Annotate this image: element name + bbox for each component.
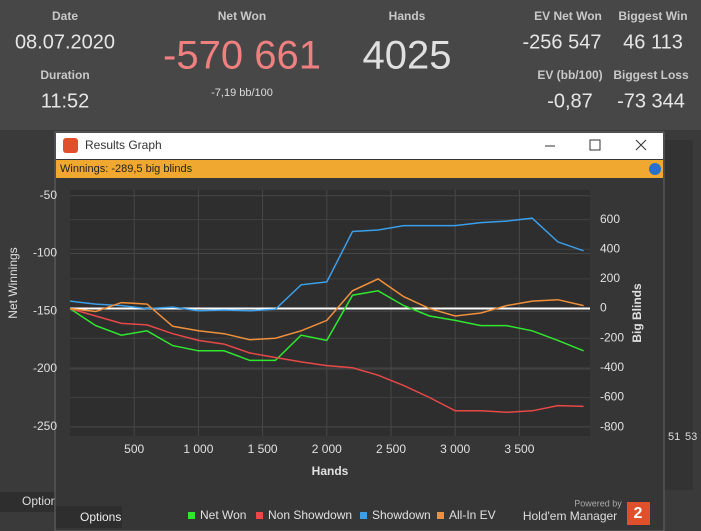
legend-label: All-In EV <box>449 508 496 522</box>
value: 11:52 <box>41 90 90 112</box>
label: EV Net Won <box>534 9 602 23</box>
legend-swatch <box>188 512 195 519</box>
label: Net Won <box>218 9 266 23</box>
label: Date <box>52 9 78 23</box>
y-tick-label: -250 <box>33 419 57 433</box>
x-tick-label: 2 500 <box>376 442 406 456</box>
y2-tick-label: -800 <box>600 419 624 433</box>
window-title: Results Graph <box>85 138 162 152</box>
net-won: -570 661 <box>163 34 321 78</box>
value: 46 113 <box>623 31 683 53</box>
hands: 4025 <box>363 34 452 78</box>
winnings-bar <box>56 160 663 178</box>
value: -0,87 <box>547 90 593 112</box>
label: Hands <box>389 9 426 23</box>
label: EV (bb/100) <box>537 68 602 82</box>
powered-by: Powered by <box>574 498 622 508</box>
series-line <box>69 217 584 312</box>
x-tick-label: 1 500 <box>248 442 278 456</box>
value: -256 547 <box>523 31 602 53</box>
x-tick-label: 2 000 <box>312 442 342 456</box>
x-axis-title: Hands <box>312 464 349 478</box>
bb-rate: -7,19 bb/100 <box>211 87 273 99</box>
label: Duration <box>40 68 89 82</box>
brand: Hold'em Manager <box>523 509 617 523</box>
label: Biggest Loss <box>613 68 689 82</box>
legend-swatch <box>256 512 263 519</box>
y2-tick-label: -400 <box>600 360 624 374</box>
title-bar <box>56 133 663 159</box>
series-line <box>69 278 584 341</box>
value: -73 344 <box>617 90 685 112</box>
bg-options-text: Options <box>22 494 63 508</box>
legend-swatch <box>437 512 444 519</box>
bg-options[interactable] <box>0 492 55 512</box>
y2-tick-label: 600 <box>600 212 620 226</box>
x-tick-label: 500 <box>124 442 144 456</box>
y-tick-label: -150 <box>33 303 57 317</box>
x-tick-label: 3 500 <box>504 442 534 456</box>
y-tick-label: -200 <box>33 361 57 375</box>
y2-tick-label: -600 <box>600 390 624 404</box>
legend-label: Showdown <box>372 508 431 522</box>
options-button[interactable] <box>56 506 122 528</box>
x-tick-label: 1 000 <box>183 442 213 456</box>
y2-tick-label: 400 <box>600 241 620 255</box>
close[interactable] <box>635 139 647 151</box>
y-axis-title: Net Winnings <box>6 247 20 318</box>
legend-swatch <box>360 512 367 519</box>
bg-tick: 53 <box>685 431 697 443</box>
value: 08.07.2020 <box>15 31 115 53</box>
legend: Net Won Non Showdown Showdown All-In EV <box>188 508 496 522</box>
logo <box>627 502 650 525</box>
help[interactable] <box>649 163 661 175</box>
winnings: Winnings: -289,5 big blinds <box>60 163 193 175</box>
logo-text: 2 <box>634 505 643 522</box>
series-line <box>69 290 584 362</box>
y2-axis-title: Big Blinds <box>630 283 644 343</box>
y2-tick-label: -200 <box>600 330 624 344</box>
legend-label: Net Won <box>200 508 246 522</box>
y2-tick-label: 200 <box>600 271 620 285</box>
chart: -50 -100 -150 -200 -250 600 400 200 0 -200 -400 -60… <box>33 188 624 456</box>
label: Biggest Win <box>618 9 687 23</box>
series-line <box>69 307 584 414</box>
y-tick-label: -100 <box>33 246 57 260</box>
maximize[interactable] <box>589 139 601 151</box>
legend-label: Non Showdown <box>268 508 352 522</box>
header-bg <box>0 0 701 130</box>
app-icon <box>63 138 78 153</box>
x-tick-label: 3 000 <box>440 442 470 456</box>
y-tick-label: -50 <box>40 188 58 202</box>
bg-tick: 51 <box>668 431 680 443</box>
bg-panel <box>663 140 693 490</box>
y2-tick-label: 0 <box>600 301 607 315</box>
options-text: Options <box>80 510 121 524</box>
plot-area <box>70 190 590 436</box>
